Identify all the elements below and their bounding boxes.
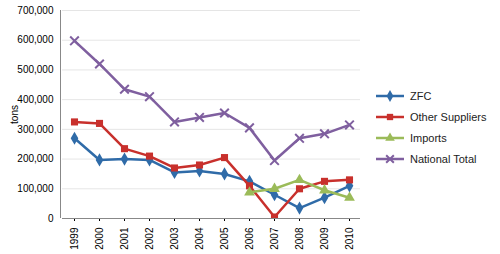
- svg-text:2010: 2010: [344, 227, 355, 250]
- svg-text:2009: 2009: [319, 227, 330, 250]
- svg-text:2004: 2004: [194, 227, 205, 250]
- svg-text:2000: 2000: [94, 227, 105, 250]
- svg-text:2002: 2002: [144, 227, 155, 250]
- html-text:National Total: National Total: [410, 152, 477, 165]
- svg-text:500,000: 500,000: [17, 64, 54, 75]
- svg-text:2001: 2001: [119, 227, 130, 250]
- html-text:Imports: Imports: [410, 131, 447, 144]
- svg-text:2007: 2007: [269, 227, 280, 250]
- svg-text:400,000: 400,000: [17, 94, 54, 105]
- svg-text:200,000: 200,000: [17, 153, 54, 164]
- svg-text:0: 0: [48, 213, 54, 224]
- svg-text:700,000: 700,000: [17, 5, 54, 16]
- svg-text:600,000: 600,000: [17, 34, 54, 45]
- svg-text:2006: 2006: [244, 227, 255, 250]
- html-text:Other Suppliers: Other Suppliers: [410, 110, 487, 123]
- svg-text:tons: tons: [9, 105, 20, 124]
- svg-text:1999: 1999: [69, 227, 80, 250]
- svg-text:2005: 2005: [219, 227, 230, 250]
- html-text:ZFC: ZFC: [410, 89, 432, 102]
- svg-text:2003: 2003: [169, 227, 180, 250]
- svg-text:300,000: 300,000: [17, 124, 54, 135]
- svg-text:100,000: 100,000: [17, 183, 54, 194]
- svg-text:2008: 2008: [294, 227, 305, 250]
